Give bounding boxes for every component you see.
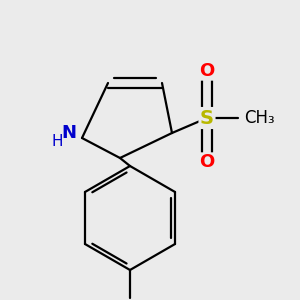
Text: H: H [51, 134, 63, 148]
Text: S: S [200, 109, 214, 128]
Text: O: O [200, 61, 214, 80]
Text: O: O [200, 153, 214, 171]
Text: CH₃: CH₃ [244, 109, 274, 127]
Text: N: N [61, 124, 76, 142]
